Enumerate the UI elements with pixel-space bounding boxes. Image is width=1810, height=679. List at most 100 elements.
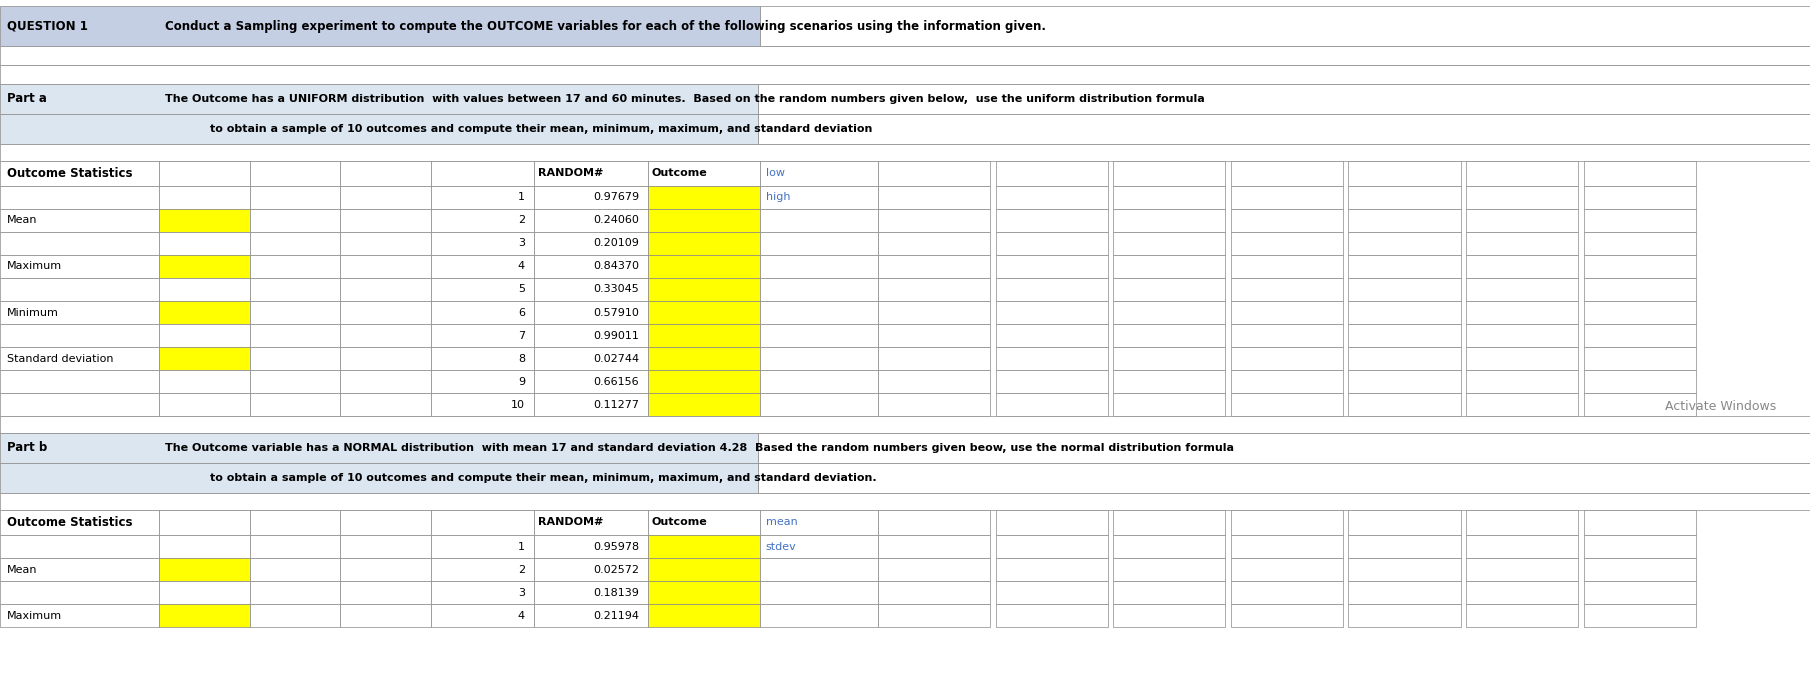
Bar [0,535,159,558]
Text: 0.02572: 0.02572 [594,564,639,574]
Bar [534,347,648,370]
Bar [1584,581,1696,604]
Bar [340,604,431,627]
Text: 2: 2 [518,215,525,225]
Bar [996,324,1108,347]
Text: 0.02744: 0.02744 [594,354,639,363]
Bar [1231,581,1343,604]
Bar [534,161,648,186]
Bar [534,278,648,301]
Bar [0,393,159,416]
Bar [1113,161,1225,186]
Bar [340,510,431,535]
Bar [1466,209,1578,232]
Bar [250,232,340,255]
Bar [1113,510,1225,535]
Bar [0,324,159,347]
Bar [878,301,990,324]
Bar [534,301,648,324]
Bar [534,510,648,535]
Bar [758,463,1810,493]
Bar [431,370,534,393]
Text: 0.57910: 0.57910 [594,308,639,318]
Bar [431,186,534,209]
Bar [1231,324,1343,347]
Bar [250,581,340,604]
Text: 0.20109: 0.20109 [594,238,639,249]
Bar [648,324,760,347]
Bar [159,209,250,232]
Bar [534,558,648,581]
Bar [878,370,990,393]
Bar [760,6,1810,46]
Bar [996,347,1108,370]
Text: 0.11277: 0.11277 [594,400,639,409]
Bar [250,209,340,232]
Bar [0,161,159,186]
Text: The Outcome has a UNIFORM distribution  with values between 17 and 60 minutes.  : The Outcome has a UNIFORM distribution w… [165,94,1204,104]
Bar [159,581,250,604]
Bar [1113,186,1225,209]
Text: 6: 6 [518,308,525,318]
Bar [878,558,990,581]
Bar [996,535,1108,558]
Bar [1231,558,1343,581]
Bar [1466,186,1578,209]
Bar [1348,324,1461,347]
Bar [1348,347,1461,370]
Bar [1466,535,1578,558]
Bar [0,463,758,493]
Text: Minimum: Minimum [7,308,60,318]
Bar [0,84,758,114]
Bar [159,232,250,255]
Bar [340,278,431,301]
Bar [0,255,159,278]
Bar [996,581,1108,604]
Bar [431,604,534,627]
Bar [1348,209,1461,232]
Bar [760,301,878,324]
Bar [431,232,534,255]
Bar [1348,232,1461,255]
Bar [878,255,990,278]
Text: 0.21194: 0.21194 [594,610,639,621]
Bar [159,347,250,370]
Bar [0,301,159,324]
Text: 3: 3 [518,587,525,598]
Text: stdev: stdev [766,542,796,551]
Text: mean: mean [766,517,798,528]
Bar [1113,324,1225,347]
Bar [1584,278,1696,301]
Bar [760,510,878,535]
Bar [760,278,878,301]
Bar [1348,278,1461,301]
Bar [340,255,431,278]
Bar [1584,209,1696,232]
Bar [159,255,250,278]
Bar [0,144,1810,161]
Bar [878,209,990,232]
Bar [250,604,340,627]
Bar [340,186,431,209]
Bar [534,324,648,347]
Text: to obtain a sample of 10 outcomes and compute their mean, minimum, maximum, and : to obtain a sample of 10 outcomes and co… [210,473,876,483]
Bar [648,510,760,535]
Bar [1584,535,1696,558]
Text: RANDOM#: RANDOM# [538,168,603,179]
Bar [1584,301,1696,324]
Bar [340,161,431,186]
Bar [431,255,534,278]
Bar [996,510,1108,535]
Bar [159,535,250,558]
Bar [648,581,760,604]
Text: 1: 1 [518,192,525,202]
Bar [758,433,1810,463]
Bar [648,347,760,370]
Bar [1466,558,1578,581]
Bar [648,370,760,393]
Bar [760,232,878,255]
Bar [648,604,760,627]
Bar [1231,161,1343,186]
Bar [0,433,758,463]
Bar [878,232,990,255]
